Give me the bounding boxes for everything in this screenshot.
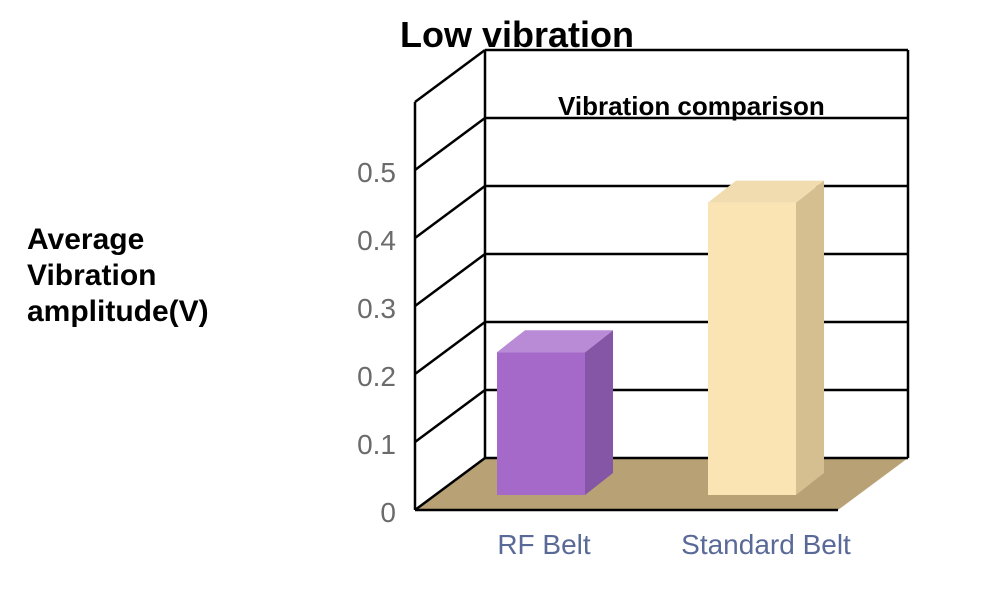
x-tick-label: Standard Belt [681,529,851,560]
grid-lines [415,50,908,442]
grid-line-diagonal [415,322,485,374]
grid-line-diagonal [415,186,485,238]
bars [497,181,824,495]
y-tick-label: 0.3 [357,293,396,324]
x-tick-labels: RF Belt Standard Belt [497,529,851,560]
y-tick-label: 0.5 [357,157,396,188]
chart-floor [415,458,908,510]
bar-side [585,330,613,495]
bar-side [796,181,824,495]
y-tick-label: 0.2 [357,361,396,392]
bar-front [708,203,796,495]
x-tick-label: RF Belt [497,529,591,560]
bar [708,181,824,495]
bar-front [497,352,585,495]
grid-line-diagonal [415,254,485,306]
grid-line-diagonal [415,390,485,442]
y-tick-labels: 0 0.1 0.2 0.3 0.4 0.5 [357,157,396,528]
bar-chart: 0 0.1 0.2 0.3 0.4 0.5 RF Belt Standard Belt [0,0,1000,615]
grid-line-diagonal [415,118,485,170]
y-tick-label: 0.4 [357,225,396,256]
bar [497,330,613,495]
grid-line-diagonal [415,50,485,102]
y-tick-label: 0 [380,497,396,528]
y-tick-label: 0.1 [357,429,396,460]
